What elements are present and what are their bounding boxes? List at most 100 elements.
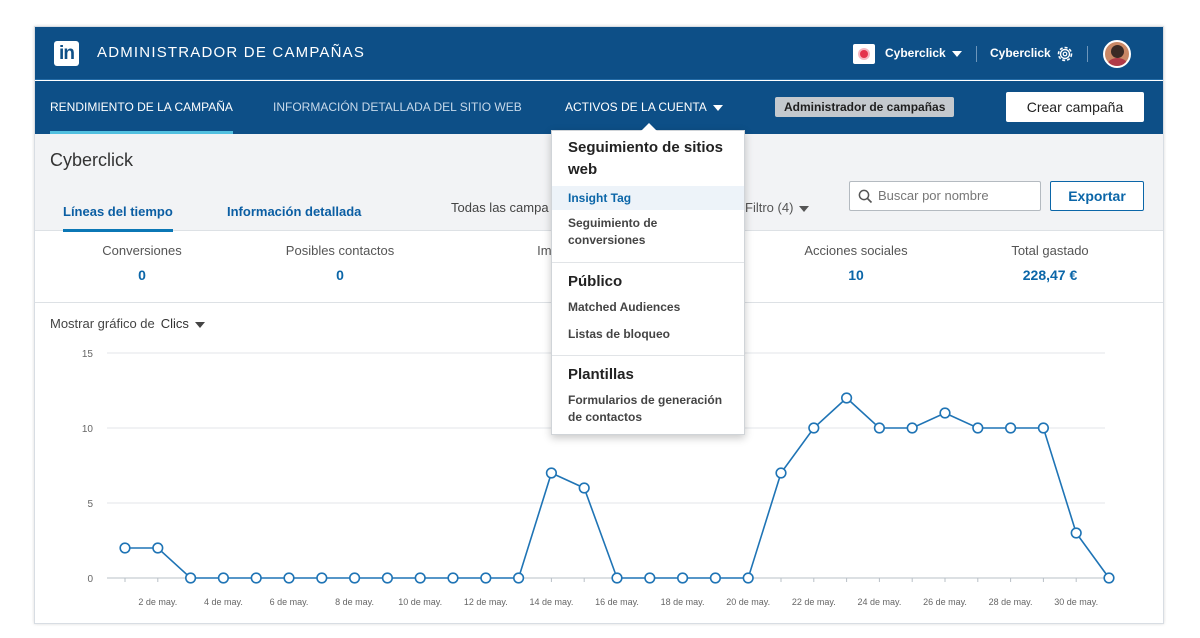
chart-metric-label: Mostrar gráfico de — [50, 316, 155, 331]
y-tick-label: 5 — [87, 499, 93, 510]
data-point — [119, 542, 131, 554]
account-switcher-label: Cyberclick — [885, 46, 946, 60]
y-tick-label: 10 — [82, 424, 94, 435]
nav-bar: RENDIMIENTO DE LA CAMPAÑA INFORMACIÓN DE… — [35, 81, 1163, 134]
gear-icon[interactable] — [1055, 44, 1075, 64]
metric-label: Conversiones — [102, 243, 182, 258]
x-tick-label: 14 de may. — [529, 597, 573, 607]
metric-label: Posibles contactos — [285, 243, 395, 258]
metric-total-spent[interactable]: Total gastado 228,47 € — [965, 243, 1135, 283]
metric-value: 0 — [336, 267, 344, 283]
menu-section-audience: Público — [568, 273, 623, 290]
chevron-down-icon — [712, 104, 723, 111]
create-campaign-button[interactable]: Crear campaña — [1006, 92, 1144, 122]
x-tick-label: 24 de may. — [857, 597, 901, 607]
data-point — [1004, 422, 1017, 434]
account-switcher[interactable]: Cyberclick — [885, 41, 962, 65]
data-point — [676, 572, 689, 584]
metric-label: Total gastado — [1011, 243, 1089, 258]
data-point — [578, 482, 590, 494]
account-flag-icon — [853, 44, 875, 64]
menu-item-conversion-tracking[interactable]: Seguimiento de conversiones — [568, 216, 658, 247]
data-point — [939, 407, 951, 419]
export-button[interactable]: Exportar — [1050, 181, 1144, 211]
data-point — [808, 422, 820, 434]
x-tick-label: 2 de may. — [138, 597, 177, 607]
filter-dropdown[interactable]: Filtro (4) — [745, 200, 810, 215]
data-point — [644, 572, 656, 584]
admin-badge: Administrador de campañas — [775, 97, 955, 117]
data-point — [480, 572, 492, 584]
chevron-down-icon — [194, 321, 205, 328]
metric-value: 228,47 € — [1022, 267, 1078, 283]
data-point — [283, 572, 295, 584]
x-tick-label: 4 de may. — [204, 597, 243, 607]
divider — [1087, 46, 1088, 62]
menu-divider — [552, 262, 744, 263]
data-point — [906, 422, 918, 434]
metric-value: 0 — [138, 267, 146, 283]
campaign-selector[interactable]: Todas las campa — [451, 200, 549, 215]
filter-label: Filtro — [745, 200, 774, 215]
filter-count: (4) — [777, 200, 794, 215]
menu-item-matched-audiences[interactable]: Matched Audiences — [568, 300, 681, 314]
x-tick-label: 12 de may. — [464, 597, 508, 607]
search-placeholder: Buscar por nombre — [878, 188, 989, 203]
data-point — [1037, 422, 1050, 434]
tab-timelines[interactable]: Líneas del tiempo — [63, 204, 173, 232]
data-point — [611, 572, 623, 584]
data-point — [1070, 527, 1082, 539]
menu-section-templates: Plantillas — [568, 366, 634, 383]
chevron-down-icon — [799, 205, 810, 212]
data-point — [250, 572, 262, 584]
data-point — [709, 572, 722, 584]
data-point — [545, 467, 558, 479]
campaign-manager-window: in ADMINISTRADOR DE CAMPAÑAS Cyberclick … — [34, 26, 1164, 624]
menu-item-lead-gen-forms[interactable]: Formularios de generación de contactos — [568, 393, 723, 424]
nav-account-assets[interactable]: ACTIVOS DE LA CUENTA — [565, 81, 723, 134]
data-point — [349, 572, 361, 584]
nav-website-insights[interactable]: INFORMACIÓN DETALLADA DEL SITIO WEB — [273, 100, 522, 114]
data-point — [873, 422, 886, 434]
menu-item-insight-tag[interactable]: Insight Tag — [552, 186, 744, 210]
y-tick-label: 15 — [82, 349, 94, 360]
x-tick-label: 26 de may. — [923, 597, 967, 607]
divider — [976, 46, 977, 62]
metric-conversions[interactable]: Conversiones 0 — [57, 243, 227, 283]
account-assets-menu: Seguimiento de sitios web Insight Tag Se… — [551, 123, 745, 435]
data-point — [152, 542, 164, 554]
chart-metric-selector[interactable]: Mostrar gráfico de Clics — [50, 316, 205, 331]
x-tick-label: 18 de may. — [661, 597, 705, 607]
metric-leads[interactable]: Posibles contactos 0 — [255, 243, 425, 283]
data-point — [775, 467, 787, 479]
chevron-down-icon — [951, 50, 962, 57]
data-point — [742, 572, 754, 584]
x-tick-label: 20 de may. — [726, 597, 770, 607]
linkedin-logo-icon[interactable]: in — [54, 41, 79, 66]
avatar[interactable] — [1103, 40, 1131, 68]
data-point — [217, 572, 229, 584]
metric-social-actions[interactable]: Acciones sociales 10 — [771, 243, 941, 283]
account-name[interactable]: Cyberclick — [990, 46, 1051, 60]
menu-section-website-tracking: Seguimiento de sitios web — [568, 139, 724, 178]
data-point — [447, 572, 459, 584]
data-point — [381, 572, 394, 584]
nav-campaign-performance[interactable]: RENDIMIENTO DE LA CAMPAÑA — [50, 81, 233, 134]
data-point — [972, 422, 984, 434]
page-title: Cyberclick — [50, 150, 134, 170]
menu-divider — [552, 355, 744, 356]
data-point — [316, 572, 328, 584]
data-point — [1103, 572, 1115, 584]
x-tick-label: 28 de may. — [989, 597, 1033, 607]
search-input[interactable]: Buscar por nombre — [849, 181, 1041, 211]
chart-metric-value: Clics — [160, 316, 189, 331]
x-tick-label: 8 de may. — [335, 597, 374, 607]
nav-account-assets-label: ACTIVOS DE LA CUENTA — [565, 100, 707, 114]
top-bar: in ADMINISTRADOR DE CAMPAÑAS Cyberclick … — [35, 27, 1163, 80]
tab-detailed-info[interactable]: Información detallada — [227, 204, 362, 219]
y-tick-label: 0 — [87, 574, 93, 585]
app-title: ADMINISTRADOR DE CAMPAÑAS — [97, 44, 366, 61]
menu-item-blocklists[interactable]: Listas de bloqueo — [568, 327, 671, 341]
x-tick-label: 10 de may. — [398, 597, 442, 607]
x-tick-label: 6 de may. — [270, 597, 309, 607]
